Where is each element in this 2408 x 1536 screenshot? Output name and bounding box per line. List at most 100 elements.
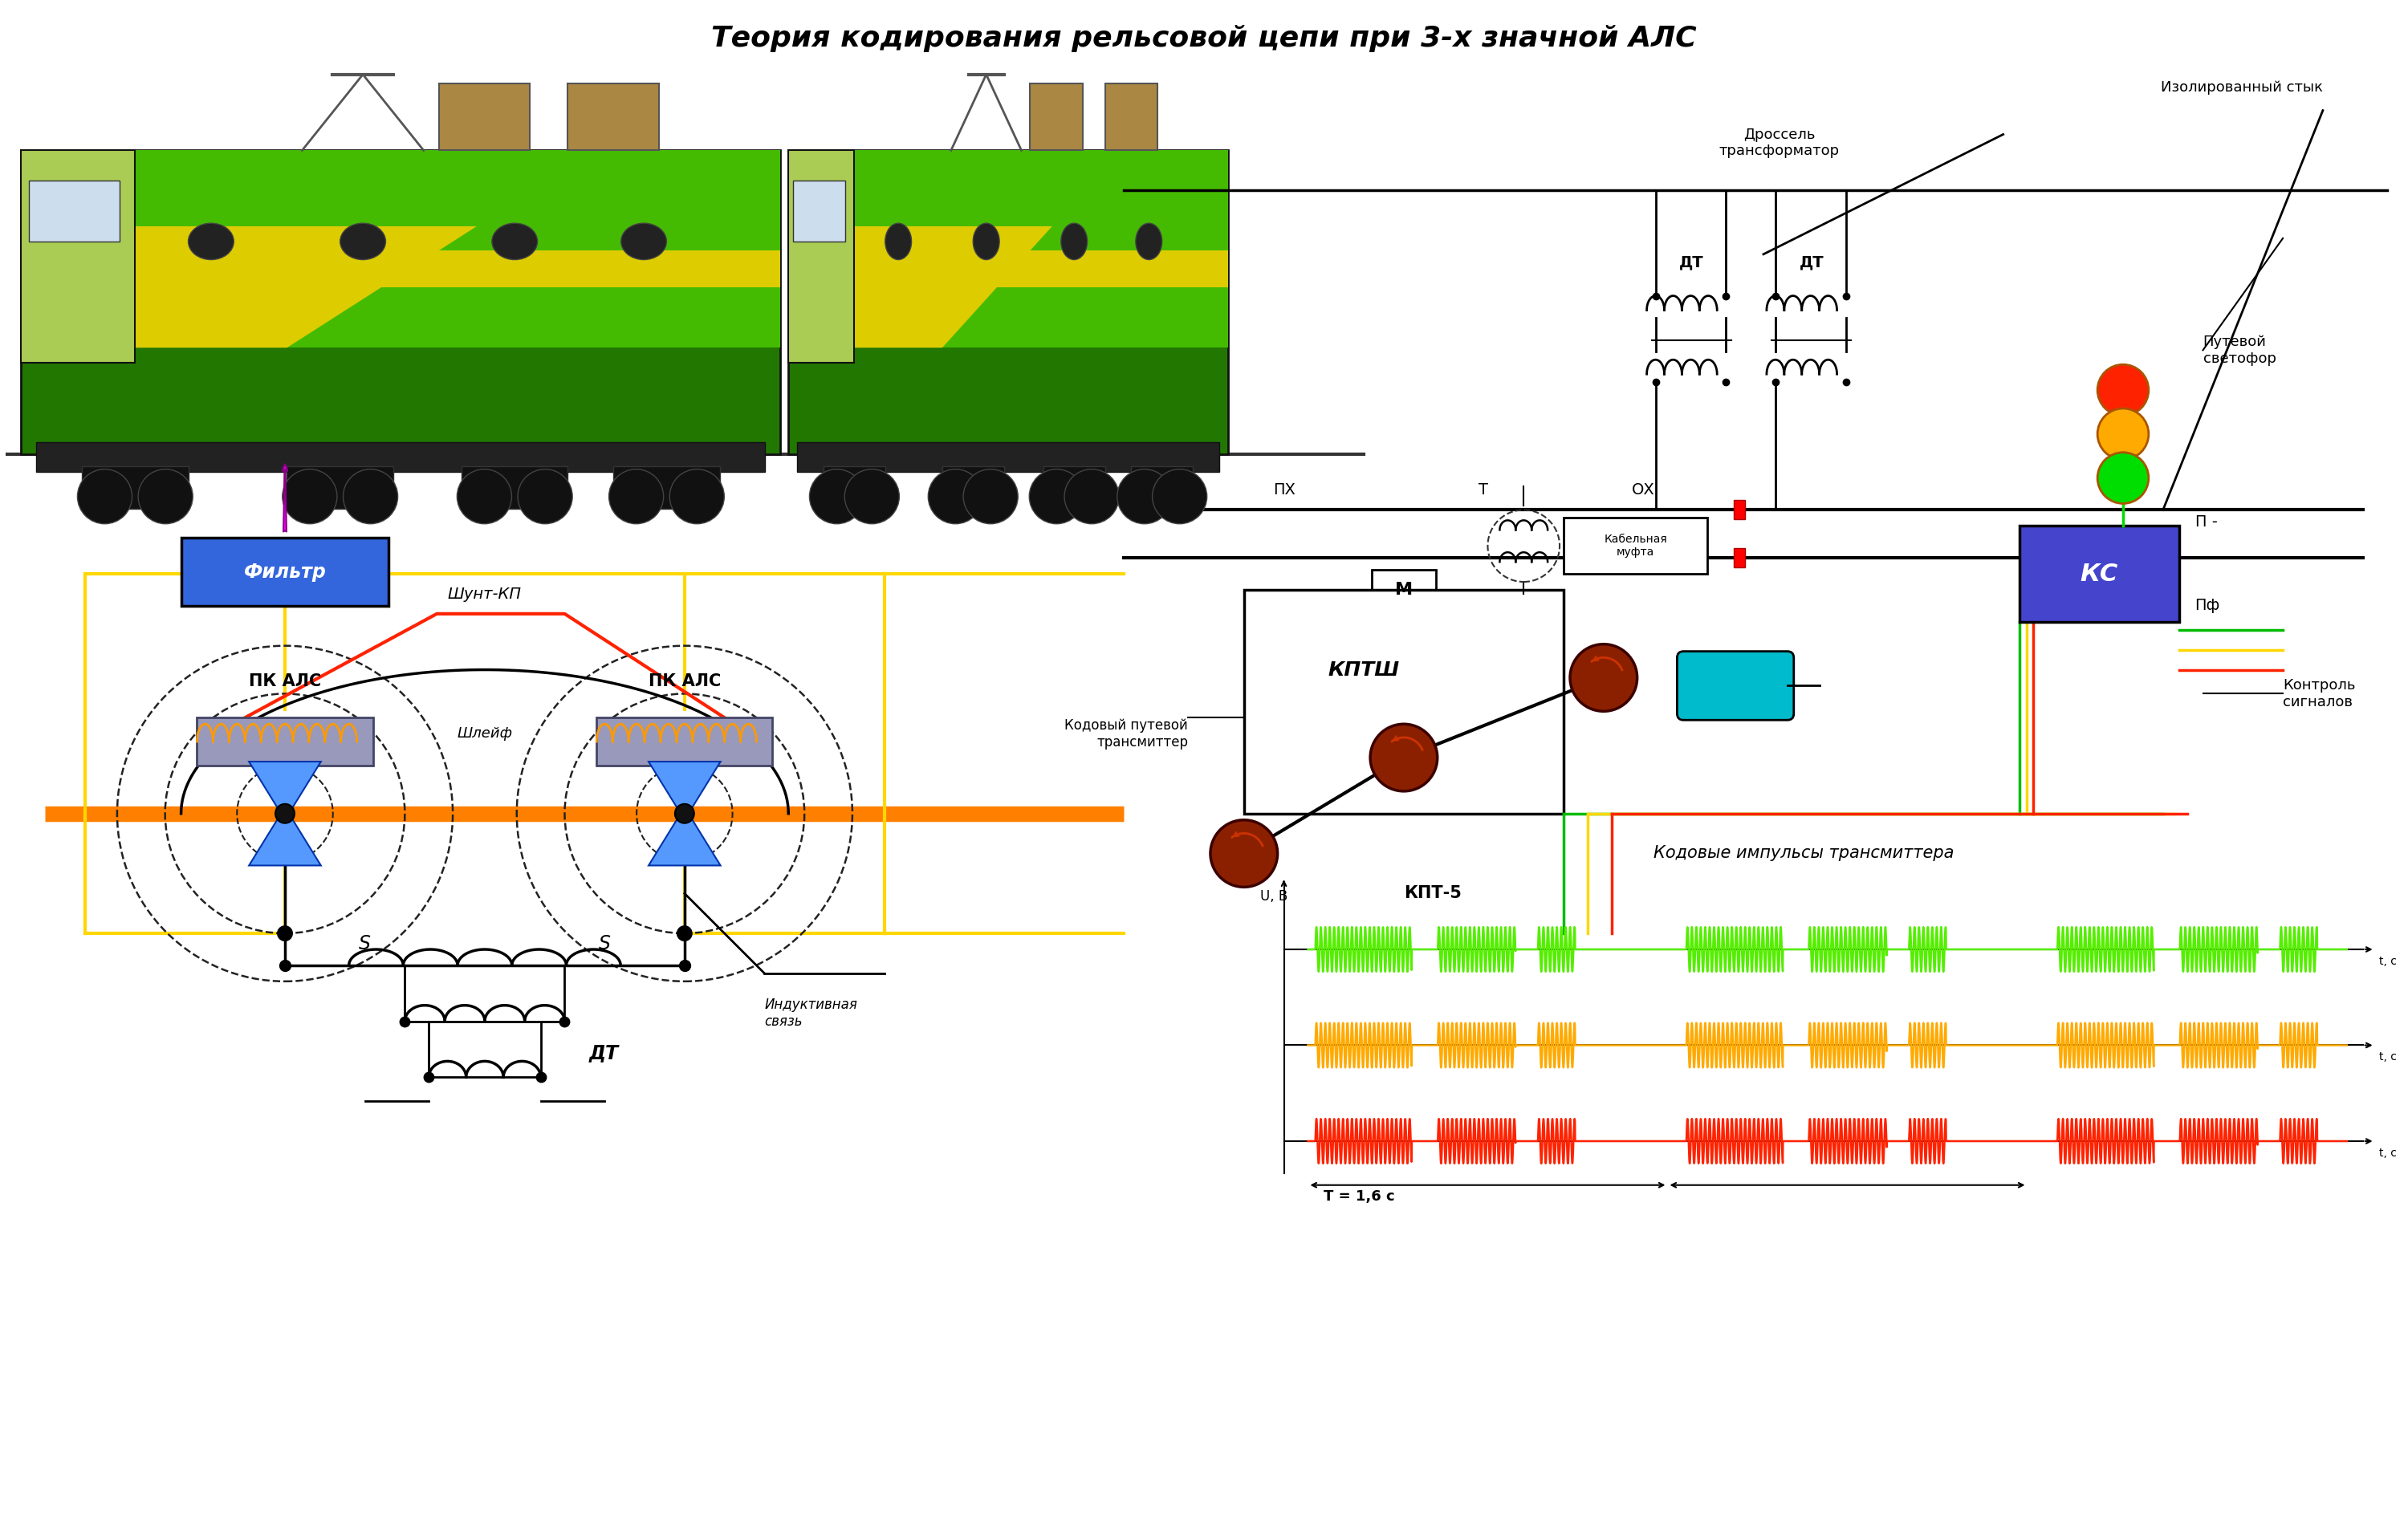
Text: Контроль
сигналов: Контроль сигналов [2283, 677, 2355, 710]
Circle shape [669, 468, 725, 524]
Bar [287, 465, 393, 508]
Text: ДТ: ДТ [588, 1043, 619, 1063]
Bar [787, 151, 1228, 455]
Circle shape [77, 468, 132, 524]
Bar [22, 151, 780, 347]
Bar [462, 465, 568, 508]
Bar [1373, 570, 1435, 614]
Text: ПК АЛС: ПК АЛС [648, 674, 720, 690]
Text: П -: П - [2196, 515, 2218, 530]
Bar [787, 151, 855, 362]
Circle shape [1117, 468, 1173, 524]
Bar [438, 83, 530, 151]
Text: М: М [1394, 582, 1413, 598]
Bar [1031, 83, 1084, 151]
Ellipse shape [340, 223, 385, 260]
Bar [22, 151, 780, 455]
Bar [797, 442, 1218, 472]
Circle shape [674, 803, 694, 823]
Circle shape [927, 468, 982, 524]
Polygon shape [648, 817, 720, 865]
Ellipse shape [188, 223, 234, 260]
Polygon shape [248, 762, 320, 809]
Text: ОХ: ОХ [1633, 482, 1654, 498]
Text: КПТШ: КПТШ [1329, 660, 1399, 679]
Text: Т: Т [1479, 482, 1488, 498]
Ellipse shape [1137, 223, 1163, 260]
Circle shape [1028, 468, 1084, 524]
Circle shape [1211, 820, 1279, 888]
Bar [568, 83, 660, 151]
Circle shape [2097, 409, 2148, 459]
Ellipse shape [491, 223, 537, 260]
Circle shape [963, 468, 1019, 524]
Bar [824, 465, 886, 508]
FancyBboxPatch shape [181, 538, 388, 605]
Text: Фильтр: Фильтр [243, 562, 325, 582]
Circle shape [342, 468, 397, 524]
Text: S: S [359, 934, 371, 954]
Polygon shape [22, 226, 477, 347]
Bar [614, 465, 720, 508]
Text: КС: КС [2081, 562, 2119, 585]
Text: t, с: t, с [2379, 1147, 2396, 1158]
Text: КПТ-5: КПТ-5 [1404, 885, 1462, 902]
Bar [1734, 501, 1746, 519]
Text: Изолированный стык: Изолированный стык [2160, 80, 2324, 94]
Bar [792, 181, 845, 241]
Circle shape [137, 468, 193, 524]
Text: Теория кодирования рельсовой цепи при 3-х значной АЛС: Теория кодирования рельсовой цепи при 3-… [710, 25, 1698, 52]
Circle shape [2097, 364, 2148, 416]
Bar [82, 465, 188, 508]
Circle shape [277, 925, 294, 942]
Text: t, с: t, с [2379, 1052, 2396, 1063]
Bar [22, 151, 135, 362]
Polygon shape [248, 817, 320, 865]
Text: Кабельная
муфта: Кабельная муфта [1604, 533, 1666, 558]
Bar [1043, 465, 1105, 508]
Text: Кодовый путевой
трансмиттер: Кодовый путевой трансмиттер [1064, 717, 1187, 750]
Text: ДТ: ДТ [1678, 255, 1705, 270]
Circle shape [518, 468, 573, 524]
Polygon shape [648, 762, 720, 809]
Circle shape [1064, 468, 1120, 524]
Text: Путевой
светофор: Путевой светофор [2203, 335, 2276, 366]
Circle shape [677, 925, 694, 942]
Text: Шунт-КП: Шунт-КП [448, 587, 523, 602]
Text: Дроссель
трансформатор: Дроссель трансформатор [1719, 127, 1840, 158]
Text: Шлейф: Шлейф [458, 727, 513, 740]
Bar [942, 465, 1004, 508]
Ellipse shape [1062, 223, 1088, 260]
Text: Кодовые импульсы трансмиттера: Кодовые импульсы трансмиттера [1654, 845, 1953, 862]
Bar [787, 151, 1228, 347]
Circle shape [275, 803, 294, 823]
Bar [197, 717, 373, 765]
Polygon shape [787, 226, 1052, 347]
Text: t, с: t, с [2379, 955, 2396, 968]
Bar [29, 181, 120, 241]
Bar [1563, 518, 1707, 574]
Circle shape [609, 468, 665, 524]
Bar [2020, 525, 2179, 622]
Bar [787, 250, 1228, 287]
Circle shape [1370, 723, 1438, 791]
Circle shape [2097, 453, 2148, 504]
Bar [597, 717, 773, 765]
Bar [1734, 548, 1746, 567]
Bar [1245, 590, 1563, 814]
Text: T = 1,6 с: T = 1,6 с [1324, 1189, 1394, 1204]
Circle shape [1570, 644, 1637, 711]
Text: Индуктивная
связь: Индуктивная связь [763, 997, 857, 1029]
Ellipse shape [886, 223, 913, 260]
Circle shape [845, 468, 898, 524]
Bar [36, 442, 766, 472]
Circle shape [1153, 468, 1206, 524]
Text: U, В: U, В [1259, 889, 1288, 903]
Bar [1105, 83, 1158, 151]
Ellipse shape [973, 223, 999, 260]
Text: ПК АЛС: ПК АЛС [248, 674, 320, 690]
Text: S: S [600, 934, 612, 954]
Text: ДТ: ДТ [1799, 255, 1823, 270]
Circle shape [809, 468, 864, 524]
FancyBboxPatch shape [1676, 651, 1794, 720]
